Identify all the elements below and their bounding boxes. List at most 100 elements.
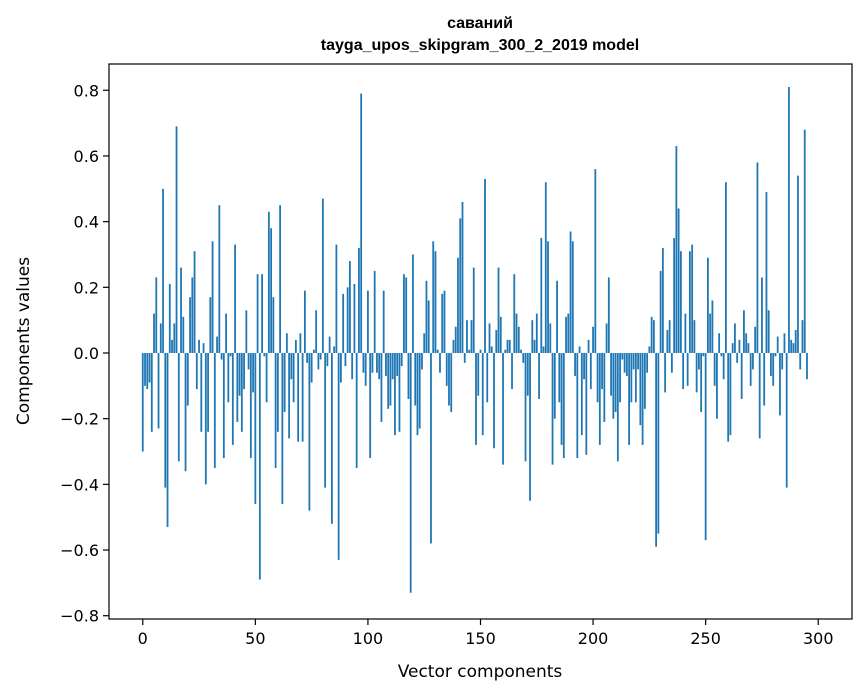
bar-151: [481, 352, 484, 436]
bar-185: [558, 352, 561, 403]
bar-214: [623, 352, 626, 373]
bar-194: [578, 346, 581, 353]
bar-154: [488, 323, 491, 353]
bar-160: [502, 352, 504, 465]
bar-290: [794, 330, 797, 353]
bar-62: [281, 352, 284, 505]
bar-209: [612, 352, 615, 419]
bar-265: [738, 339, 741, 353]
bar-88: [340, 352, 342, 383]
bar-112: [394, 352, 396, 436]
bar-10: [164, 352, 167, 488]
bar-181: [549, 323, 552, 353]
bar-275: [761, 277, 763, 353]
y-tick-label: −0.6: [60, 541, 99, 560]
bar-37: [225, 313, 227, 353]
bar-56: [267, 211, 270, 353]
bar-133: [441, 293, 444, 353]
bar-11: [166, 352, 169, 528]
bar-240: [682, 352, 685, 390]
bar-225: [648, 346, 651, 353]
bar-188: [565, 316, 567, 353]
bar-72: [303, 290, 306, 353]
bar-108: [385, 352, 387, 376]
bar-254: [713, 352, 716, 386]
x-tick-label: 50: [245, 629, 265, 648]
bar-73: [306, 352, 309, 363]
y-tick-label: 0.6: [74, 147, 99, 166]
bar-201: [594, 169, 597, 353]
bar-45: [243, 352, 245, 390]
bar-276: [763, 352, 766, 406]
bar-61: [279, 205, 282, 353]
bar-231: [661, 247, 664, 353]
bar-18: [182, 316, 185, 353]
bar-239: [679, 251, 682, 353]
bar-249: [702, 352, 705, 357]
bar-263: [734, 323, 736, 353]
bar-78: [317, 352, 320, 370]
bar-0: [141, 352, 144, 452]
bar-252: [709, 313, 712, 353]
bar-9: [162, 188, 164, 353]
bar-115: [400, 352, 403, 367]
bar-33: [216, 336, 218, 353]
x-axis-ticks: 0 50 100 150 200 250 300: [138, 619, 834, 648]
bar-204: [601, 352, 603, 390]
bar-178: [542, 346, 545, 353]
bar-130: [434, 251, 437, 353]
bar-121: [414, 352, 417, 406]
bar-140: [457, 257, 459, 353]
bar-180: [547, 241, 549, 353]
y-tick-label: −0.2: [60, 410, 99, 429]
bar-77: [315, 310, 318, 353]
bar-223: [643, 352, 646, 409]
bar-283: [779, 352, 781, 416]
bar-50: [254, 352, 257, 505]
bar-26: [200, 352, 203, 432]
y-tick-label: 0.4: [74, 213, 99, 232]
bar-191: [571, 241, 574, 353]
bar-97: [360, 93, 363, 353]
bar-153: [486, 352, 489, 403]
bar-116: [403, 274, 405, 353]
bar-82: [326, 352, 329, 367]
bar-170: [524, 352, 527, 462]
bar-271: [752, 352, 754, 370]
bar-101: [369, 352, 372, 459]
bar-21: [189, 297, 191, 353]
bar-96: [358, 247, 360, 353]
bar-244: [691, 244, 694, 353]
bar-91: [346, 287, 349, 353]
bar-127: [427, 300, 430, 353]
bar-75: [310, 352, 313, 383]
bar-119: [409, 352, 412, 593]
bar-141: [459, 218, 462, 353]
bar-206: [605, 323, 608, 353]
bar-287: [788, 86, 790, 354]
bar-107: [382, 290, 385, 353]
bar-6: [155, 277, 158, 353]
bar-142: [461, 201, 464, 353]
bar-169: [522, 352, 525, 363]
bar-5: [153, 313, 155, 353]
bar-196: [583, 352, 585, 380]
x-tick-label: 0: [138, 629, 148, 648]
bar-189: [567, 313, 570, 353]
bar-280: [772, 352, 775, 386]
bar-242: [686, 352, 689, 386]
bar-155: [490, 346, 493, 353]
bar-270: [749, 352, 752, 386]
bar-47: [247, 352, 250, 370]
bar-49: [252, 352, 254, 393]
bar-64: [285, 333, 288, 353]
bar-220: [637, 352, 640, 370]
bar-246: [695, 352, 698, 393]
bar-79: [319, 352, 322, 360]
bar-217: [630, 352, 633, 403]
bar-55: [265, 352, 268, 403]
bar-22: [191, 277, 194, 353]
bar-149: [477, 352, 480, 396]
bar-187: [562, 352, 565, 459]
